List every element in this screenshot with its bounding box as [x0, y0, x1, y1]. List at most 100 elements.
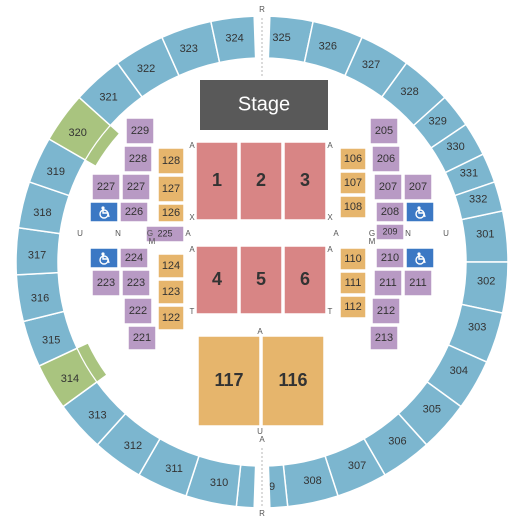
row-tick: N: [115, 229, 121, 238]
section-100-label: 124: [162, 260, 180, 272]
section-100-label: 126: [162, 207, 180, 219]
ring-label: 328: [400, 86, 418, 98]
section-200-label: 228: [129, 153, 147, 165]
ring-label: 330: [446, 141, 464, 153]
section-200-label: 222: [129, 305, 147, 317]
ring-label: 305: [423, 404, 441, 416]
floor-section-label: 5: [256, 269, 266, 289]
row-tick: N: [405, 229, 411, 238]
ring-aisle: [253, 464, 270, 510]
ring-label: 324: [225, 33, 243, 45]
row-tick: A: [327, 141, 333, 150]
tick-a: A: [259, 435, 265, 444]
ring-label: 318: [33, 207, 51, 219]
row-tick: U: [257, 427, 263, 436]
ring-label: 315: [42, 334, 60, 346]
ring-label: 320: [69, 127, 87, 139]
ring-label: 326: [319, 41, 337, 53]
row-tick: M: [149, 237, 156, 246]
ring-label: 304: [450, 365, 468, 377]
ring-label: 322: [137, 63, 155, 75]
row-tick: T: [190, 307, 195, 316]
row-tick: A: [189, 245, 195, 254]
floor-section-label: 116: [278, 370, 307, 390]
ring-label: 308: [303, 475, 321, 487]
section-100-label: 106: [344, 153, 362, 165]
section-200-226[interactable]: [90, 202, 118, 222]
ring-label: 329: [428, 115, 446, 127]
ring-label: 313: [88, 409, 106, 421]
row-tick: A: [185, 229, 191, 238]
arena-seating-chart: 3013023033043053063073083093103113123133…: [0, 0, 525, 525]
row-tick: A: [257, 327, 263, 336]
ring-label: 310: [210, 477, 228, 489]
row-tick: A: [333, 229, 339, 238]
section-200-label: 221: [133, 332, 151, 344]
section-200-label: 213: [375, 332, 393, 344]
floor-section-label: 3: [300, 170, 310, 190]
row-tick: M: [369, 237, 376, 246]
floor-section-label: 4: [212, 269, 222, 289]
row-tick: T: [328, 307, 333, 316]
ring-label: 327: [362, 59, 380, 71]
section-200-224[interactable]: [90, 248, 118, 268]
section-100-label: 128: [162, 155, 180, 167]
ring-label: 303: [468, 322, 486, 334]
section-100-label: 112: [344, 301, 362, 313]
ring-label: 307: [348, 460, 366, 472]
stage-label: Stage: [238, 93, 290, 115]
section-200-label: 212: [377, 305, 395, 317]
ring-label: 302: [477, 276, 495, 288]
section-200-label: 205: [375, 125, 393, 137]
section-200-208[interactable]: [406, 202, 434, 222]
section-100-label: 127: [162, 183, 180, 195]
section-200-label: 207: [379, 181, 397, 193]
ring-label: 306: [388, 436, 406, 448]
section-200-label: 223: [97, 277, 115, 289]
row-tick: X: [327, 213, 333, 222]
ring-label: 325: [272, 32, 290, 44]
ring-label: 317: [28, 250, 46, 262]
section-100-label: 123: [162, 286, 180, 298]
section-200-label: 210: [381, 252, 399, 264]
ring-label: 312: [124, 440, 142, 452]
floor-section-label: 6: [300, 269, 310, 289]
section-100-label: 110: [344, 253, 362, 265]
section-100-label: 108: [344, 201, 362, 213]
section-200-label: 211: [379, 277, 397, 289]
ring-label: 331: [460, 168, 478, 180]
section-200-label: 229: [131, 125, 149, 137]
section-200-label: 227: [97, 181, 115, 193]
ring-label: 323: [180, 43, 198, 55]
tick-r: R: [259, 509, 265, 518]
floor-section-label: 2: [256, 170, 266, 190]
section-200-label: 225: [157, 228, 172, 238]
ring-label: 319: [47, 166, 65, 178]
row-tick: U: [443, 229, 449, 238]
ring-label: 314: [61, 373, 79, 385]
row-tick: A: [327, 245, 333, 254]
section-200-label: 223: [127, 277, 145, 289]
section-200-label: 208: [381, 206, 399, 218]
section-200-label: 224: [125, 252, 143, 264]
section-200-label: 211: [409, 277, 427, 289]
ring-label: 321: [99, 91, 117, 103]
section-200-label: 226: [125, 206, 143, 218]
ring-label: 332: [469, 194, 487, 206]
row-tick: X: [189, 213, 195, 222]
section-100-label: 107: [344, 177, 362, 189]
row-tick: A: [189, 141, 195, 150]
ring-label: 311: [165, 463, 183, 475]
ring-label: 301: [476, 228, 494, 240]
section-200-210[interactable]: [406, 248, 434, 268]
section-100-label: 111: [345, 277, 362, 289]
floor-section-label: 1: [212, 170, 222, 190]
section-100-label: 122: [162, 312, 180, 324]
row-tick: U: [77, 229, 83, 238]
ring-aisle: [253, 14, 270, 60]
section-200-label: 209: [382, 226, 397, 236]
section-200-label: 206: [377, 153, 395, 165]
tick-r: R: [259, 5, 265, 14]
ring-label: 316: [31, 293, 49, 305]
floor-section-label: 117: [214, 370, 243, 390]
